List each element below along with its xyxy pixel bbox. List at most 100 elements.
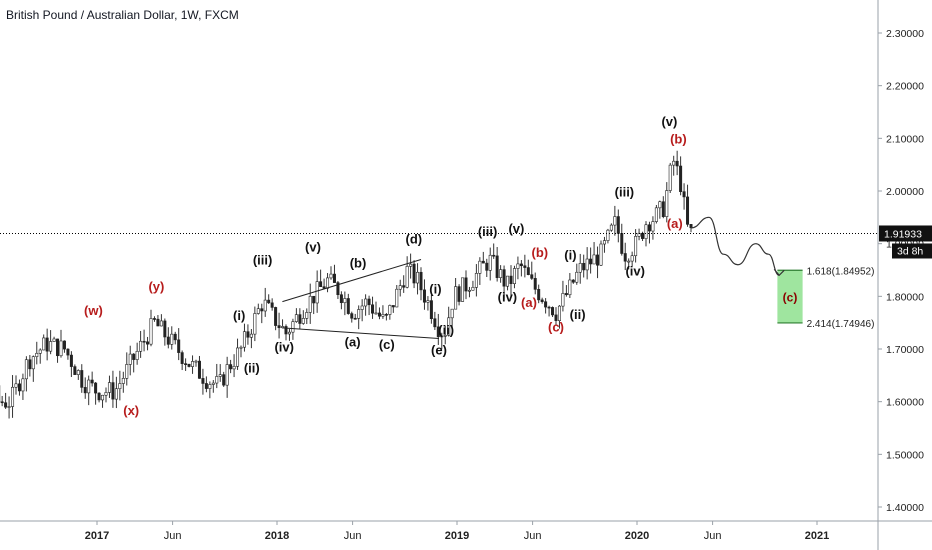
- candle-body: [668, 164, 672, 191]
- candle: [412, 260, 416, 289]
- candle: [187, 363, 191, 368]
- candle: [589, 247, 593, 274]
- candle-body: [83, 387, 87, 394]
- candle-body: [502, 269, 506, 287]
- y-tick-label: 1.80000: [886, 291, 924, 303]
- candle-body: [146, 341, 150, 345]
- candle-body: [544, 301, 548, 308]
- candle: [647, 221, 651, 244]
- candle-body: [596, 254, 600, 266]
- candle: [384, 312, 388, 321]
- candle: [194, 359, 198, 367]
- candle-body: [343, 298, 347, 304]
- candle: [530, 261, 534, 280]
- candle-body: [298, 314, 302, 324]
- candle: [450, 308, 454, 328]
- candle-body: [371, 304, 375, 314]
- candle-body: [447, 317, 451, 336]
- candle: [512, 265, 516, 289]
- wave-label: (b): [350, 255, 367, 270]
- candle: [599, 240, 603, 267]
- candle: [464, 270, 468, 300]
- wave-label: (e): [431, 342, 447, 357]
- candle: [533, 272, 537, 295]
- candle: [256, 303, 260, 315]
- wave-label: (x): [123, 403, 139, 418]
- candle-body: [326, 277, 330, 289]
- candle: [87, 375, 91, 406]
- candle: [526, 259, 530, 276]
- candle: [329, 266, 333, 280]
- candle-body: [436, 326, 440, 338]
- candle-body: [24, 359, 28, 380]
- candle-body: [249, 333, 253, 338]
- candle-body: [45, 337, 49, 352]
- candle-body: [222, 374, 226, 386]
- candle-body: [630, 255, 634, 262]
- candle: [21, 373, 25, 400]
- candle-body: [578, 263, 582, 273]
- fib-level-label: 1.618(1.84952): [807, 266, 875, 277]
- candle-body: [391, 305, 395, 308]
- candle-body: [156, 318, 160, 327]
- candle: [374, 301, 378, 315]
- candle-body: [585, 258, 589, 271]
- candle-body: [107, 382, 111, 393]
- candle-body: [506, 275, 510, 287]
- candle: [665, 182, 669, 223]
- candle: [519, 260, 523, 277]
- candle-body: [592, 254, 596, 265]
- wave-label: (iii): [253, 253, 273, 268]
- candle-body: [443, 334, 447, 337]
- candle: [630, 251, 634, 267]
- candle: [554, 307, 558, 325]
- candle-body: [66, 348, 70, 356]
- candle-body: [277, 325, 281, 329]
- candle: [499, 265, 503, 283]
- y-tick-label: 1.60000: [886, 397, 924, 409]
- candle-body: [194, 360, 198, 363]
- candle: [675, 150, 679, 176]
- candle-body: [253, 313, 257, 335]
- candle: [107, 375, 111, 398]
- candle-body: [353, 317, 357, 320]
- candle: [294, 308, 298, 323]
- candle-body: [509, 275, 513, 284]
- candle-body: [388, 305, 392, 315]
- candle: [163, 318, 167, 346]
- wave-label: (c): [379, 337, 395, 352]
- candle-body: [163, 320, 167, 338]
- candle: [353, 313, 357, 320]
- candle-body: [367, 298, 371, 306]
- candle: [454, 278, 458, 310]
- candle: [461, 277, 465, 302]
- candle: [668, 162, 672, 193]
- candle-body: [142, 340, 146, 343]
- candle: [596, 246, 600, 279]
- candle: [274, 306, 278, 331]
- candle: [277, 312, 281, 339]
- candle: [270, 298, 274, 311]
- candle-body: [232, 366, 236, 370]
- y-tick-label: 1.50000: [886, 449, 924, 461]
- candle: [506, 275, 510, 291]
- candle-body: [433, 318, 437, 328]
- candle-body: [481, 260, 485, 264]
- candle-body: [672, 160, 676, 166]
- candle: [66, 348, 70, 360]
- wave-label: (w): [84, 303, 103, 318]
- candle: [201, 368, 205, 395]
- candle-body: [499, 269, 503, 278]
- fib-target-box: [777, 270, 803, 323]
- candle: [14, 375, 18, 395]
- candle-body: [364, 298, 368, 307]
- wave-label: (iii): [615, 184, 635, 199]
- candle-body: [204, 383, 208, 389]
- candle: [114, 376, 118, 409]
- candle-body: [561, 293, 565, 307]
- candle-body: [651, 221, 655, 232]
- candle: [218, 364, 222, 382]
- wave-label: (i): [564, 247, 576, 262]
- candle: [419, 267, 423, 301]
